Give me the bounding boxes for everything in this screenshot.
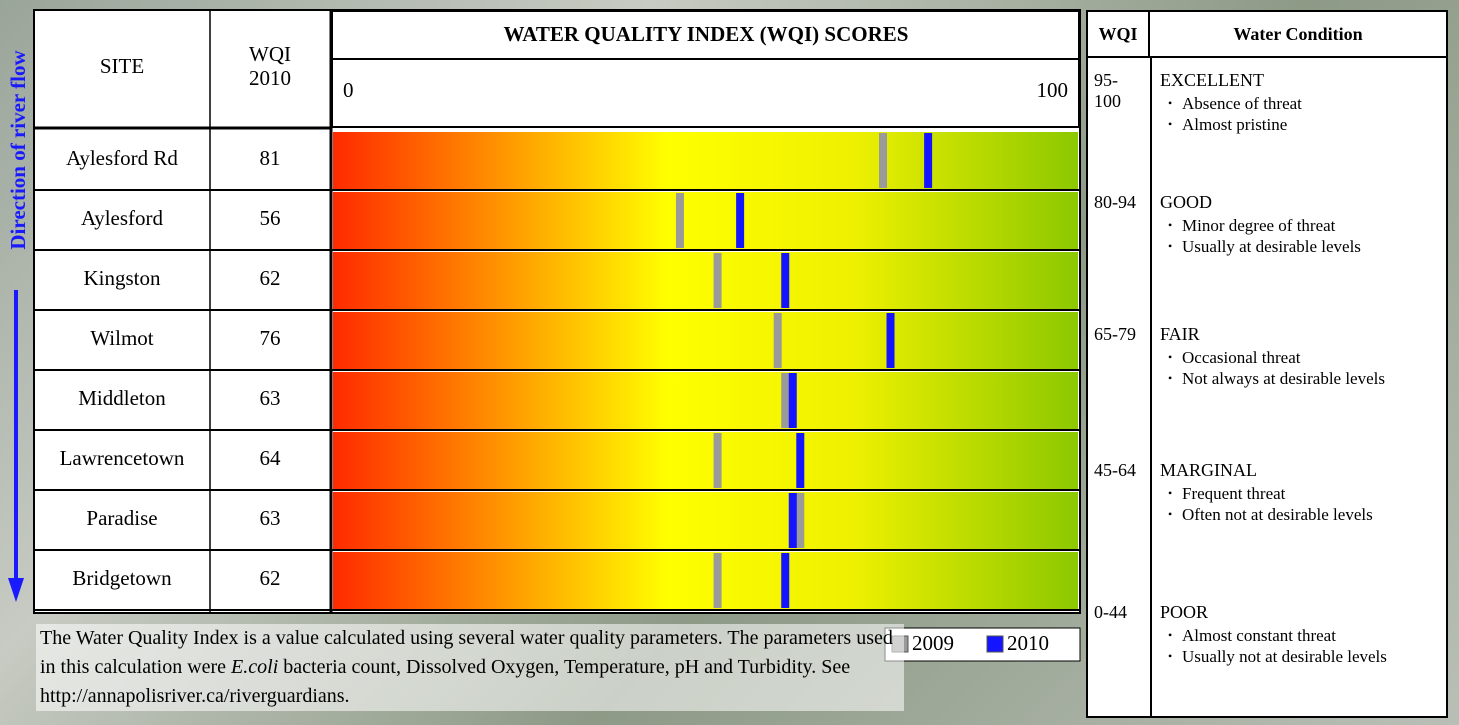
condition-note: Minor degree of threat — [1182, 215, 1440, 236]
condition-note: Frequent threat — [1182, 483, 1440, 504]
wqi-value: 81 — [260, 146, 281, 170]
condition-note: Not always at desirable levels — [1182, 368, 1440, 389]
marker-0 — [714, 553, 722, 608]
side-label: Direction of river flow — [6, 50, 30, 250]
condition-notes: Occasional threatNot always at desirable… — [1160, 347, 1440, 389]
marker-0 — [774, 313, 782, 368]
bar-background — [333, 552, 1078, 609]
bar-background — [333, 492, 1078, 549]
x-tick-label: 100 — [1037, 78, 1069, 102]
footnote-italic: E.coli — [231, 656, 278, 678]
site-label: Wilmot — [90, 326, 153, 350]
wqi-range: 45-64 — [1094, 460, 1142, 481]
bar-background — [333, 372, 1078, 429]
wqi-range: 80-94 — [1094, 192, 1142, 213]
condition-notes: Frequent threatOften not at desirable le… — [1160, 483, 1440, 525]
bar-background — [333, 312, 1078, 369]
marker-1 — [781, 553, 789, 608]
condition-name: GOOD — [1160, 192, 1440, 213]
legend-header: Water Condition — [1150, 12, 1446, 58]
condition-name: FAIR — [1160, 324, 1440, 345]
marker-1 — [789, 493, 797, 548]
wqi-value: 56 — [260, 206, 281, 230]
marker-1 — [924, 133, 932, 188]
condition: FAIROccasional threatNot always at desir… — [1160, 324, 1440, 389]
marker-1 — [887, 313, 895, 368]
condition-note: Often not at desirable levels — [1182, 504, 1440, 525]
marker-0 — [796, 493, 804, 548]
x-tick-label: 0 — [343, 78, 354, 102]
infographic: SITE WATER QUALITY INDEX (WQI) SCORES Di… — [0, 0, 1459, 725]
site-label: Paradise — [86, 506, 157, 530]
bar-background — [333, 252, 1078, 309]
marker-0 — [676, 193, 684, 248]
site-label: Aylesford — [81, 206, 164, 230]
condition-name: EXCELLENT — [1160, 70, 1440, 91]
condition: GOODMinor degree of threatUsually at des… — [1160, 192, 1440, 257]
wqi-range: 65-79 — [1094, 324, 1142, 345]
condition-name: POOR — [1160, 602, 1440, 623]
condition-name: MARGINAL — [1160, 460, 1440, 481]
wqi-value: 64 — [260, 446, 282, 470]
condition-notes: Absence of threatAlmost pristine — [1160, 93, 1440, 135]
marker-1 — [781, 253, 789, 308]
marker-0 — [781, 373, 789, 428]
condition: MARGINALFrequent threatOften not at desi… — [1160, 460, 1440, 525]
condition-notes: Minor degree of threatUsually at desirab… — [1160, 215, 1440, 257]
marker-1 — [736, 193, 744, 248]
site-label: Bridgetown — [72, 566, 172, 590]
condition: POORAlmost constant threatUsually not at… — [1160, 602, 1440, 667]
marker-0 — [714, 253, 722, 308]
condition-note: Absence of threat — [1182, 93, 1440, 114]
condition-note: Usually not at desirable levels — [1182, 646, 1440, 667]
flow-arrow-head — [8, 578, 24, 602]
bar-background — [333, 432, 1078, 489]
wqi-value: 62 — [260, 566, 281, 590]
condition-note: Almost pristine — [1182, 114, 1440, 135]
site-label: Aylesford Rd — [66, 146, 178, 170]
site-label: Middleton — [78, 386, 166, 410]
wqi-range: 0-44 — [1094, 602, 1142, 623]
condition-note: Usually at desirable levels — [1182, 236, 1440, 257]
marker-0 — [714, 433, 722, 488]
condition: EXCELLENTAbsence of threatAlmost pristin… — [1160, 70, 1440, 135]
legend-label: 2009 — [912, 631, 954, 655]
condition-note: Almost constant threat — [1182, 625, 1440, 646]
bar-background — [333, 192, 1078, 249]
marker-1 — [796, 433, 804, 488]
legend-table: WQI Water Condition 95-100 EXCELLENTAbsen… — [1086, 10, 1448, 718]
wqi-value: 63 — [260, 506, 281, 530]
site-label: Lawrencetown — [60, 446, 185, 470]
marker-1 — [789, 373, 797, 428]
col-header: SITE — [100, 54, 144, 78]
legend-label: 2010 — [1007, 631, 1049, 655]
condition-notes: Almost constant threatUsually not at des… — [1160, 625, 1440, 667]
scale-box — [333, 60, 1078, 126]
legend-divider — [1150, 58, 1152, 716]
wqi-value: 63 — [260, 386, 281, 410]
footnote: The Water Quality Index is a value calcu… — [36, 624, 904, 711]
wqi-range: 95-100 — [1094, 70, 1142, 112]
legend-swatch — [987, 636, 1003, 652]
marker-0 — [879, 133, 887, 188]
chart-title: WATER QUALITY INDEX (WQI) SCORES — [504, 22, 909, 46]
wqi-value: 76 — [260, 326, 281, 350]
wqi-value: 62 — [260, 266, 281, 290]
condition-note: Occasional threat — [1182, 347, 1440, 368]
bar-background — [333, 132, 1078, 189]
legend-header: WQI — [1088, 12, 1150, 58]
site-label: Kingston — [83, 266, 161, 290]
